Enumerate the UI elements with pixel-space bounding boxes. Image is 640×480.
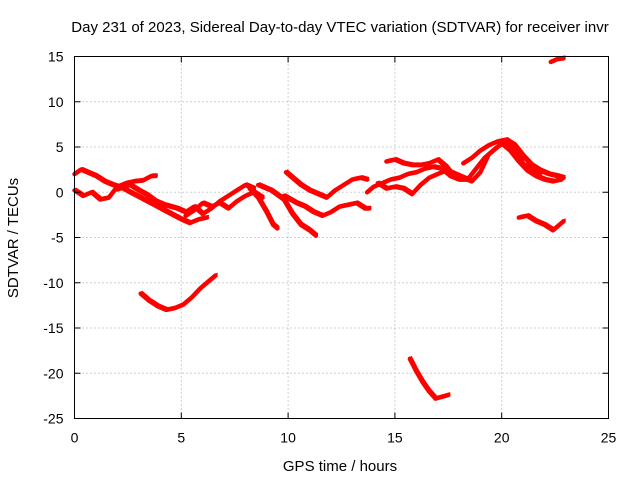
series-arc-16 (407, 356, 451, 401)
series-arc-04 (183, 190, 265, 219)
x-tick-label: 5 (177, 430, 185, 446)
series-arc-03-band (117, 182, 257, 213)
series-arc-14 (548, 56, 566, 65)
series-arc-06-band (258, 182, 319, 235)
grid (74, 56, 609, 419)
x-tick-label: 20 (494, 430, 510, 446)
y-tick-label: -20 (43, 365, 63, 381)
series-arc-05-band (250, 185, 280, 228)
series-arc-02-band (75, 173, 158, 199)
series-arc-13 (516, 213, 566, 233)
series-group (72, 55, 566, 401)
series-arc-01 (72, 167, 210, 226)
y-tick-label: -15 (43, 320, 63, 336)
y-tick-label: -25 (43, 411, 63, 427)
series-arc-05 (247, 186, 280, 231)
y-tick-label: -5 (51, 230, 64, 246)
series-arc-10-band (387, 156, 453, 172)
series-arc-01-band (75, 166, 210, 222)
series-arc-08 (283, 170, 370, 200)
series-arc-15-band (141, 272, 218, 309)
axis-ticks: 0 5 10 15 20 25 -25 -20 -15 -10 -5 0 5 10 15 (43, 49, 616, 446)
series-arc-13-band (519, 213, 566, 230)
x-tick-label: 0 (71, 430, 79, 446)
chart-title: Day 231 of 2023, Sidereal Day-to-day VTE… (71, 19, 608, 36)
series-arc-12-band (464, 137, 566, 177)
series-arc-07 (281, 193, 372, 219)
series-arc-03 (114, 182, 257, 217)
y-tick-label: 0 (56, 184, 64, 200)
series-arc-07-band (284, 193, 372, 215)
y-tick-label: 10 (48, 94, 64, 110)
y-axis-title: SDTVAR / TECUs (5, 178, 22, 298)
x-tick-label: 10 (280, 430, 296, 446)
series-arc-11 (375, 139, 543, 197)
series-arc-08-band (286, 169, 370, 197)
y-tick-label: 5 (56, 139, 64, 155)
x-tick-label: 25 (601, 430, 617, 446)
y-tick-label: 15 (48, 49, 64, 65)
x-axis-title: GPS time / hours (283, 458, 397, 475)
y-tick-label: -10 (43, 275, 63, 291)
series-arc-10 (384, 157, 453, 175)
series-arc-16-band (410, 356, 451, 398)
series-arc-06 (255, 182, 319, 238)
x-tick-label: 15 (387, 430, 403, 446)
